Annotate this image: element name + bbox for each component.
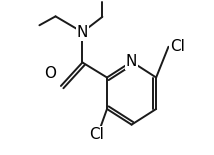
Text: N: N — [77, 25, 88, 40]
Text: N: N — [126, 54, 137, 69]
Text: Cl: Cl — [89, 127, 104, 142]
Text: Cl: Cl — [170, 39, 185, 54]
Text: O: O — [44, 66, 56, 81]
